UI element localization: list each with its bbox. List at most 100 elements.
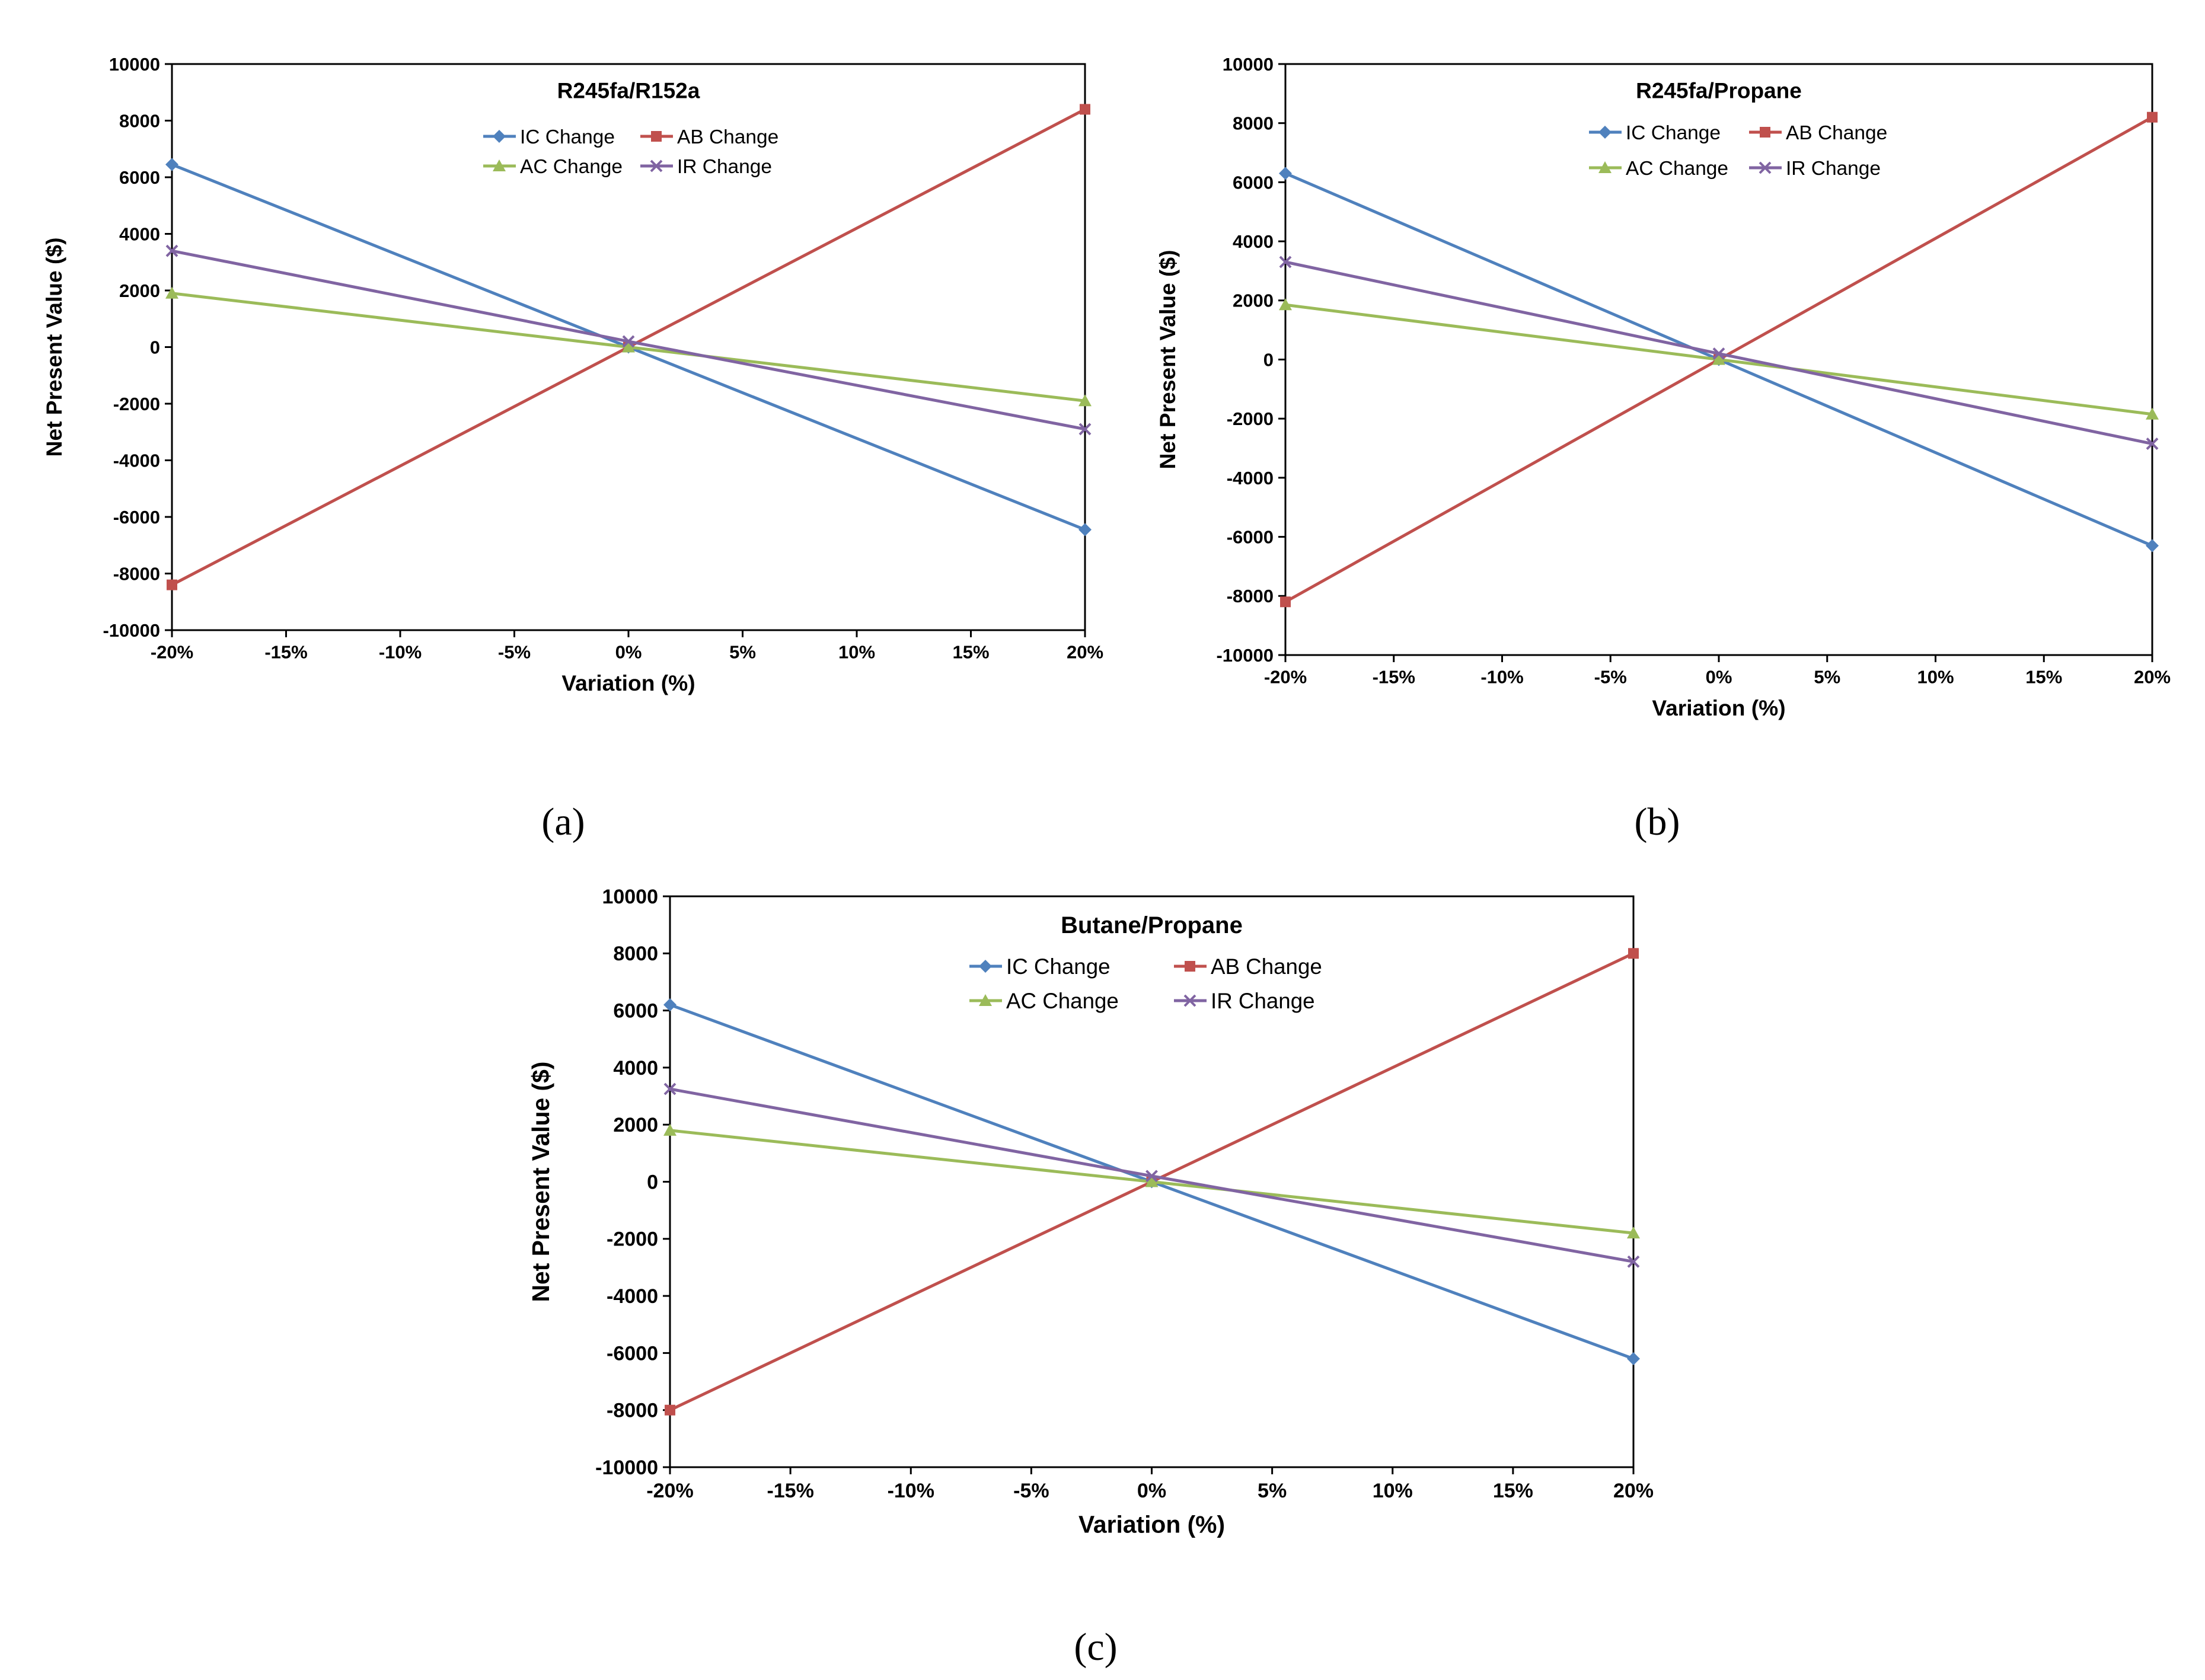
legend-swatch-marker bbox=[979, 960, 992, 973]
y-tick-label: 4000 bbox=[613, 1057, 658, 1079]
x-tick-label: -20% bbox=[1264, 667, 1307, 688]
legend-swatch-marker bbox=[1183, 994, 1196, 1007]
data-point bbox=[1145, 1170, 1158, 1183]
data-point bbox=[1279, 167, 1292, 180]
legend-entry: IR Change bbox=[1786, 158, 1881, 180]
data-point bbox=[663, 998, 677, 1011]
legend-swatch-marker bbox=[493, 130, 506, 143]
y-tick-label: -6000 bbox=[607, 1342, 658, 1365]
data-point bbox=[1712, 353, 1725, 365]
x-tick-label: -15% bbox=[1373, 667, 1415, 688]
y-tick-label: 8000 bbox=[1233, 113, 1274, 134]
data-point bbox=[1279, 255, 1292, 269]
legend-swatch-marker bbox=[1598, 126, 1612, 139]
data-point bbox=[663, 1123, 677, 1136]
data-point bbox=[1080, 104, 1090, 115]
x-tick-label: 15% bbox=[952, 642, 989, 663]
legend-entry: AC Change bbox=[1626, 158, 1728, 180]
data-point bbox=[2146, 437, 2159, 450]
data-point bbox=[1628, 948, 1639, 959]
chart-title: Butane/Propane bbox=[1061, 912, 1243, 938]
panel-caption: (b) bbox=[1635, 800, 1680, 844]
y-tick-label: -2000 bbox=[607, 1228, 658, 1251]
legend-swatch-marker bbox=[1185, 961, 1195, 972]
x-tick-label: 20% bbox=[2134, 667, 2171, 688]
y-tick-label: -2000 bbox=[113, 394, 160, 414]
x-tick-label: 10% bbox=[1917, 667, 1954, 688]
data-point bbox=[1712, 347, 1725, 360]
x-tick-label: 15% bbox=[1493, 1480, 1533, 1502]
data-point bbox=[1627, 1227, 1640, 1239]
y-tick-label: 4000 bbox=[1233, 231, 1274, 252]
y-tick-label: 10000 bbox=[1223, 54, 1274, 75]
y-tick-label: 6000 bbox=[613, 1000, 658, 1023]
data-point bbox=[663, 1082, 677, 1095]
x-tick-label: 10% bbox=[1373, 1480, 1413, 1502]
x-tick-label: 5% bbox=[729, 642, 756, 663]
x-axis-title: Variation (%) bbox=[561, 670, 695, 695]
data-point bbox=[1627, 1255, 1640, 1268]
y-tick-label: -8000 bbox=[1227, 586, 1274, 606]
data-point bbox=[165, 244, 178, 257]
data-point bbox=[665, 1404, 675, 1416]
y-tick-label: -6000 bbox=[1227, 526, 1274, 547]
y-tick-label: -10000 bbox=[595, 1457, 658, 1479]
y-tick-label: 0 bbox=[150, 337, 160, 357]
data-point bbox=[165, 286, 178, 299]
data-point bbox=[2147, 111, 2158, 123]
legend-swatch-marker bbox=[493, 159, 506, 171]
data-point bbox=[1078, 423, 1092, 436]
x-tick-label: 5% bbox=[1258, 1480, 1287, 1502]
legend-entry: IC Change bbox=[520, 126, 615, 148]
y-tick-label: -4000 bbox=[113, 450, 160, 471]
panel-caption: (c) bbox=[1074, 1625, 1117, 1669]
x-tick-label: 20% bbox=[1067, 642, 1103, 663]
y-tick-label: 0 bbox=[1263, 349, 1274, 370]
y-tick-label: -8000 bbox=[607, 1400, 658, 1422]
x-tick-label: -15% bbox=[264, 642, 307, 663]
y-tick-label: -8000 bbox=[113, 563, 160, 584]
x-axis-title: Variation (%) bbox=[1078, 1511, 1225, 1538]
x-tick-label: 0% bbox=[615, 642, 642, 663]
legend-swatch-marker bbox=[650, 159, 663, 173]
y-tick-label: 0 bbox=[647, 1171, 658, 1193]
x-tick-label: 0% bbox=[1706, 667, 1732, 688]
x-tick-label: -10% bbox=[1480, 667, 1523, 688]
y-tick-label: -6000 bbox=[113, 507, 160, 528]
x-tick-label: -10% bbox=[379, 642, 422, 663]
data-point bbox=[165, 158, 178, 171]
y-tick-label: -4000 bbox=[607, 1285, 658, 1308]
legend-entry: IR Change bbox=[1211, 989, 1315, 1013]
data-point bbox=[1078, 523, 1092, 536]
y-tick-label: -10000 bbox=[103, 620, 160, 641]
data-point bbox=[1279, 298, 1292, 311]
y-tick-label: 8000 bbox=[613, 943, 658, 965]
x-tick-label: 15% bbox=[2025, 667, 2062, 688]
legend-entry: AB Change bbox=[677, 126, 778, 148]
legend-swatch-marker bbox=[979, 994, 992, 1006]
y-tick-label: 2000 bbox=[119, 280, 160, 301]
y-tick-label: -4000 bbox=[1227, 468, 1274, 488]
data-point bbox=[622, 335, 635, 348]
chart-panel-3: -10000 -8000 -6000 -4000 -2000 0 2000 4000 6000 8… bbox=[527, 886, 1654, 1669]
data-point bbox=[1145, 1175, 1159, 1187]
y-tick-label: 4000 bbox=[119, 223, 160, 244]
y-tick-label: 2000 bbox=[613, 1114, 658, 1136]
y-tick-label: 8000 bbox=[119, 110, 160, 131]
data-point bbox=[1078, 394, 1092, 407]
data-point bbox=[622, 340, 635, 353]
data-point bbox=[1280, 596, 1291, 608]
legend-swatch-marker bbox=[1759, 161, 1772, 174]
legend-entry: IC Change bbox=[1006, 954, 1111, 979]
x-tick-label: -10% bbox=[888, 1480, 934, 1502]
legend-swatch-marker bbox=[1760, 127, 1770, 138]
data-point bbox=[2146, 407, 2159, 420]
x-tick-label: 10% bbox=[838, 642, 875, 663]
y-axis-title: Net Present Value ($) bbox=[42, 238, 66, 457]
y-axis-title: Net Present Value ($) bbox=[1155, 250, 1180, 469]
x-axis-title: Variation (%) bbox=[1652, 695, 1785, 720]
x-tick-label: -20% bbox=[151, 642, 193, 663]
x-tick-label: 20% bbox=[1613, 1480, 1654, 1502]
y-tick-label: 10000 bbox=[602, 886, 658, 908]
x-tick-label: -5% bbox=[498, 642, 531, 663]
